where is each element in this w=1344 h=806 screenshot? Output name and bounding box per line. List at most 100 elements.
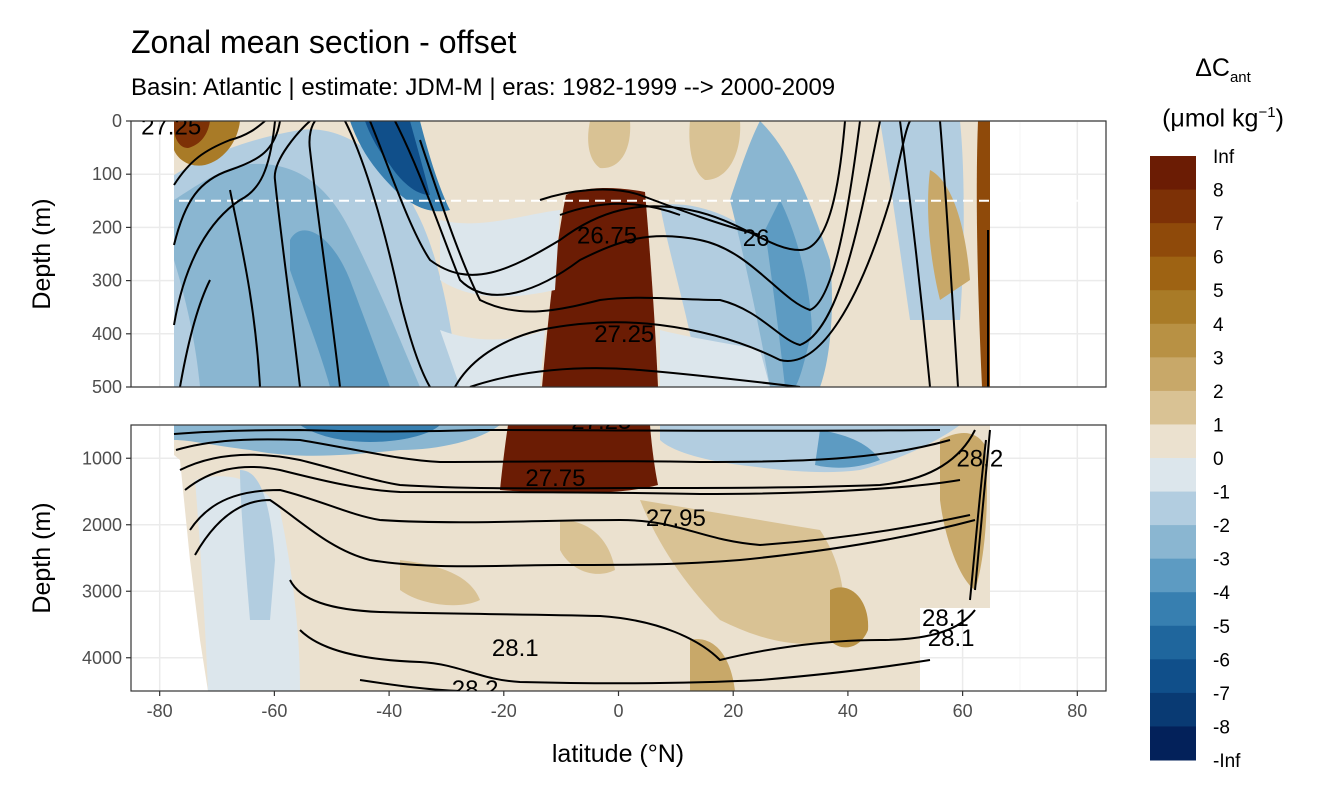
legend-color-step — [1150, 592, 1196, 627]
y-tick-label: 1000 — [82, 448, 122, 468]
x-axis-label: latitude (°N) — [552, 740, 684, 768]
legend-label: -5 — [1213, 617, 1230, 638]
lower-y-axis-label: Depth (m) — [28, 502, 56, 613]
upper-contour-line — [419, 121, 881, 347]
upper-contour-line — [173, 121, 266, 186]
upper-contour-line — [229, 189, 261, 387]
legend-unit-close: ) — [1275, 104, 1284, 133]
x-tick-label: -60 — [261, 701, 287, 721]
y-tick-label: 2000 — [82, 515, 122, 535]
legend-unit-open: (μmol kg — [1162, 104, 1259, 133]
upper-contour-line — [469, 367, 801, 387]
legend-color-step — [1150, 525, 1196, 560]
chart-title: Zonal mean section - offset — [131, 24, 517, 60]
upper-contour-line — [308, 121, 341, 387]
legend-color-step — [1150, 256, 1196, 291]
x-tick-label: -20 — [491, 701, 517, 721]
lower-fill-tan-deep-b — [690, 639, 735, 691]
contour-label: 27.95 — [646, 505, 706, 532]
upper-fill-north-edge — [976, 121, 990, 387]
upper-contour-line — [454, 121, 911, 387]
upper-contour-line — [369, 121, 846, 276]
lower-contour-line — [974, 429, 991, 591]
legend-colorbar — [1150, 156, 1196, 761]
legend-color-step — [1150, 357, 1196, 392]
lower-y-ticks: 1000 2000 3000 4000 — [82, 448, 131, 668]
legend-title-sub: ant — [1229, 69, 1251, 86]
legend-color-step — [1150, 156, 1196, 191]
contour-labels: 27.25 26.75 26 27.25 27.25 27.75 27.95 28.1 28.2… — [141, 113, 1003, 703]
upper-contour-line — [394, 121, 861, 312]
x-ticks: -80 -60 -40 -20 0 20 40 60 80 — [147, 691, 1087, 721]
legend-labels: Inf 8 7 6 5 4 3 2 1 0 -1 -2 -3 -4 -5 -6 -7 -8 -Inf — [1213, 147, 1241, 772]
contour-label: 27.25 — [141, 113, 201, 140]
legend-label: -4 — [1213, 583, 1230, 604]
x-tick-label: -40 — [376, 701, 402, 721]
contour-label: 28.1 — [492, 635, 539, 662]
legend-unit: (μmol kg−1) — [1148, 104, 1298, 133]
legend-label: -6 — [1213, 650, 1230, 671]
chart-subtitle: Basin: Atlantic | estimate: JDM-M | eras… — [131, 74, 836, 101]
lower-contour-line — [173, 428, 941, 435]
upper-contour-line — [179, 279, 211, 387]
y-tick-label: 3000 — [82, 581, 122, 601]
y-tick-label: 0 — [112, 111, 122, 131]
upper-fill-south-jet2 — [365, 121, 430, 195]
upper-fill-south-surface2 — [174, 121, 210, 148]
legend-title: ΔCant — [1148, 54, 1298, 86]
lower-contour-line — [299, 629, 931, 685]
legend-label: Inf — [1213, 147, 1235, 168]
legend-color-step — [1150, 458, 1196, 493]
contour-label: 28.1 — [928, 625, 975, 652]
upper-contour-line — [273, 121, 311, 387]
upper-panel-field — [131, 121, 1106, 387]
lower-contour-line — [175, 438, 951, 464]
y-tick-label: 4000 — [82, 648, 122, 668]
legend-label: -1 — [1213, 483, 1230, 504]
upper-panel-border — [130, 120, 1107, 388]
legend-label: -7 — [1213, 684, 1230, 705]
upper-fill-deep-light — [440, 330, 545, 387]
contour-label: 28.2 — [452, 676, 499, 703]
lower-fill-north-blue — [660, 425, 960, 473]
legend-label: 0 — [1213, 449, 1224, 470]
legend-label: -8 — [1213, 717, 1230, 738]
y-tick-label: 500 — [92, 377, 122, 397]
contour-label: 27.25 — [594, 321, 654, 348]
legend-label: 5 — [1213, 281, 1224, 302]
legend-label: -2 — [1213, 516, 1230, 537]
y-tick-label: 200 — [92, 217, 122, 237]
x-tick-label: -80 — [147, 701, 173, 721]
upper-contour-line — [939, 121, 959, 387]
lower-contour-line — [969, 439, 987, 601]
lower-panel-field — [173, 425, 991, 691]
lower-contour-line — [289, 579, 976, 662]
legend-color-step — [1150, 692, 1196, 727]
lower-contour-line — [179, 429, 976, 490]
legend-unit-sup: −1 — [1258, 104, 1276, 121]
upper-fill-deep-right — [660, 330, 770, 387]
upper-fill-equator-column — [542, 188, 658, 387]
legend-label: 4 — [1213, 315, 1224, 336]
upper-contour-line — [899, 121, 931, 387]
x-tick-label: 80 — [1067, 701, 1087, 721]
legend-label: -3 — [1213, 550, 1230, 571]
legend-color-step — [1150, 726, 1196, 761]
upper-fill-north-subtropical-core — [765, 200, 812, 387]
upper-contours — [173, 121, 989, 387]
contour-label: 28.1 — [922, 605, 969, 632]
lower-panel: 1000 2000 3000 4000 Depth (m) — [28, 424, 1107, 692]
upper-fill-tan-b — [689, 121, 741, 180]
legend-label: 1 — [1213, 415, 1224, 436]
upper-y-ticks: 0 100 200 300 400 500 — [92, 111, 131, 397]
legend-color-step — [1150, 659, 1196, 694]
lower-fill-tan-south-b — [560, 520, 615, 574]
legend-label: 7 — [1213, 214, 1224, 235]
upper-contour-line — [173, 121, 276, 326]
contour-label: 28.2 — [956, 445, 1003, 472]
upper-contour-line — [539, 188, 761, 236]
legend-color-step — [1150, 390, 1196, 425]
lower-contours — [173, 428, 991, 691]
legend-label: 3 — [1213, 348, 1224, 369]
contour-label: 27.75 — [525, 465, 585, 492]
